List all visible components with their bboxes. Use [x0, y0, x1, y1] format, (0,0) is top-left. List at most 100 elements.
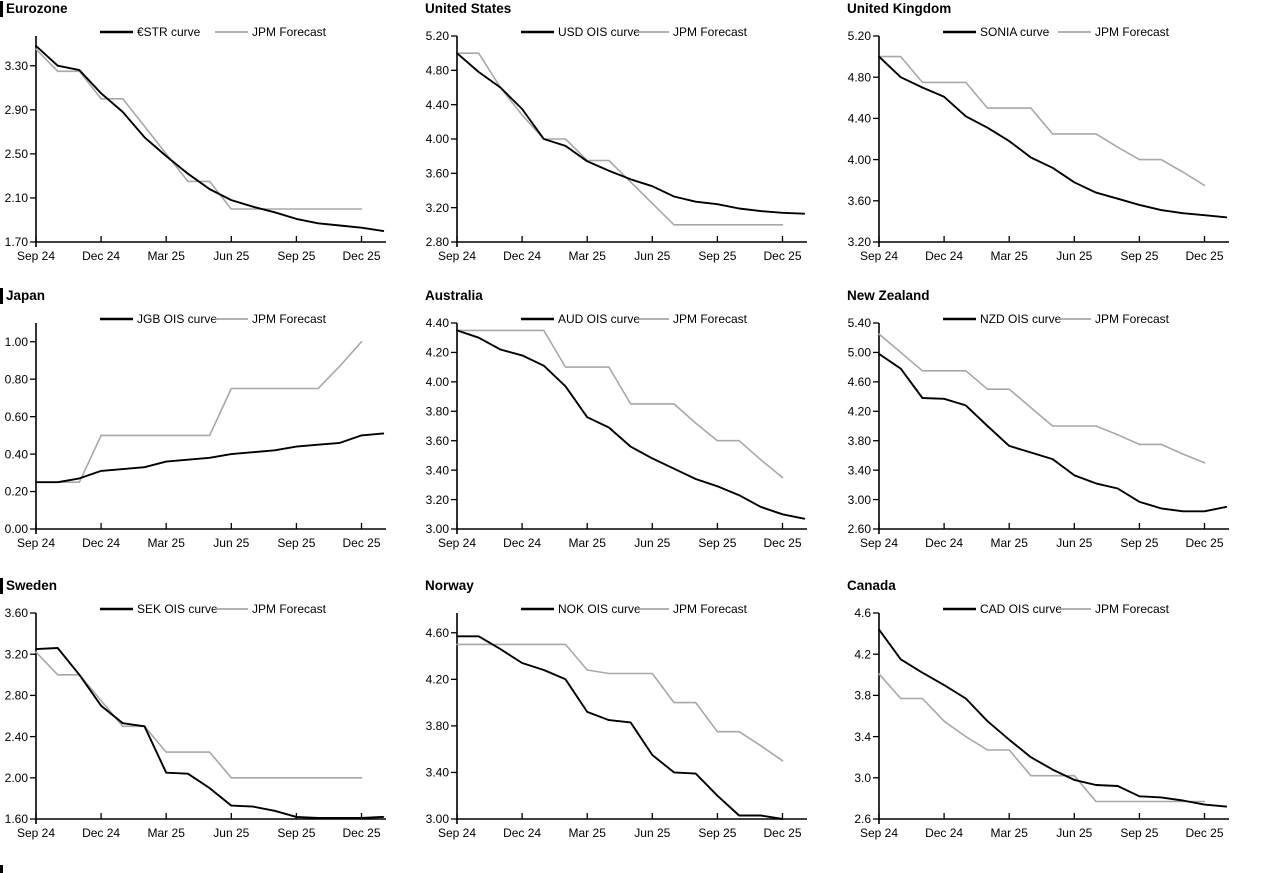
- x-tick-label: Jun 25: [1056, 826, 1092, 840]
- y-tick-label: 4.00: [426, 375, 450, 389]
- x-tick-label: Jun 25: [634, 826, 670, 840]
- y-tick-label: 2.80: [5, 689, 29, 703]
- x-tick-label: Mar 25: [991, 249, 1029, 263]
- y-tick-label: 3.0: [854, 771, 871, 785]
- y-tick-label: 1.70: [5, 235, 29, 249]
- page-edge-marker: [0, 865, 3, 873]
- y-tick-label: 0.40: [5, 447, 29, 461]
- x-tick-label: Sep 24: [17, 536, 55, 550]
- chart-panel-canada: Canada 2.6 3.0 3.4 3.8 4.2 4.6 Sep 24 Dec 24 Mar…: [843, 577, 1264, 862]
- chart-title: Australia: [425, 288, 483, 303]
- y-tick-label: 2.50: [5, 147, 29, 161]
- chart-panel-australia: Australia 3.00 3.20 3.40 3.60 3.80 4.00 4.20 4.…: [421, 287, 842, 572]
- legend-market-label: NOK OIS curve: [558, 602, 641, 616]
- legend-forecast-label: JPM Forecast: [673, 602, 748, 616]
- y-tick-label: 2.60: [848, 522, 872, 536]
- y-tick-label: 3.20: [426, 201, 450, 215]
- x-tick-label: Mar 25: [148, 536, 186, 550]
- y-tick-label: 1.60: [5, 812, 29, 826]
- x-tick-label: Mar 25: [991, 826, 1029, 840]
- y-tick-label: 3.00: [426, 812, 450, 826]
- x-tick-label: Jun 25: [634, 249, 670, 263]
- x-tick-label: Sep 25: [1120, 826, 1158, 840]
- chart-title: Sweden: [6, 578, 58, 593]
- chart-title: United States: [425, 1, 512, 16]
- y-tick-label: 4.60: [848, 375, 872, 389]
- x-tick-label: Sep 24: [438, 249, 476, 263]
- chart-title: Canada: [847, 578, 896, 593]
- x-tick-label: Dec 25: [763, 826, 801, 840]
- chart-canvas: 1.70 2.10 2.50 2.90 3.30 Sep 24 Dec 24 Mar 25 Ju…: [5, 25, 386, 263]
- y-tick-label: 4.00: [848, 153, 872, 167]
- legend-forecast-label: JPM Forecast: [1095, 312, 1170, 326]
- y-tick-label: 5.40: [848, 316, 872, 330]
- chart-panel-norway: Norway 3.00 3.40 3.80 4.20 4.60 Sep 24 Dec 24 M…: [421, 577, 842, 862]
- x-tick-label: Sep 24: [438, 826, 476, 840]
- y-tick-label: 2.00: [5, 771, 29, 785]
- x-tick-label: Sep 25: [698, 826, 736, 840]
- y-tick-label: 3.80: [426, 719, 450, 733]
- chart-canvas: 3.00 3.20 3.40 3.60 3.80 4.00 4.20 4.40 Sep 24 De…: [426, 312, 807, 550]
- x-tick-label: Sep 25: [698, 536, 736, 550]
- y-tick-label: 1.00: [5, 335, 29, 349]
- x-tick-label: Jun 25: [634, 536, 670, 550]
- y-tick-label: 4.20: [426, 673, 450, 687]
- x-tick-label: Dec 24: [82, 536, 120, 550]
- y-tick-label: 3.80: [848, 434, 872, 448]
- page-edge-marker: [0, 1, 3, 17]
- x-tick-label: Mar 25: [148, 249, 186, 263]
- y-tick-label: 3.20: [5, 647, 29, 661]
- legend-forecast-label: JPM Forecast: [252, 25, 327, 39]
- forecast-line: [456, 329, 784, 479]
- y-tick-label: 4.20: [426, 346, 450, 360]
- y-tick-label: 0.20: [5, 485, 29, 499]
- y-tick-label: 0.80: [5, 372, 29, 386]
- y-tick-label: 4.40: [426, 98, 450, 112]
- y-tick-label: 0.60: [5, 410, 29, 424]
- y-tick-label: 3.20: [426, 493, 450, 507]
- x-tick-label: Sep 25: [277, 249, 315, 263]
- x-tick-label: Dec 24: [503, 249, 541, 263]
- y-tick-label: 4.40: [426, 316, 450, 330]
- y-tick-label: 4.6: [854, 606, 871, 620]
- x-tick-label: Dec 25: [763, 536, 801, 550]
- y-tick-label: 3.60: [426, 167, 450, 181]
- legend-market-label: JGB OIS curve: [137, 312, 217, 326]
- x-tick-label: Jun 25: [213, 536, 249, 550]
- market-rate-line: [35, 44, 385, 232]
- y-tick-label: 3.20: [848, 235, 872, 249]
- x-tick-label: Sep 25: [277, 826, 315, 840]
- legend-forecast-label: JPM Forecast: [1095, 602, 1170, 616]
- legend-forecast-label: JPM Forecast: [673, 312, 748, 326]
- legend-market-label: USD OIS curve: [558, 25, 640, 39]
- chart-canvas: 2.6 3.0 3.4 3.8 4.2 4.6 Sep 24 Dec 24 Mar 25 Jun …: [854, 602, 1229, 840]
- x-tick-label: Dec 24: [82, 826, 120, 840]
- y-tick-label: 3.40: [426, 766, 450, 780]
- market-rate-line: [35, 647, 385, 819]
- y-tick-label: 3.40: [848, 463, 872, 477]
- x-tick-label: Sep 25: [1120, 536, 1158, 550]
- y-tick-label: 2.90: [5, 103, 29, 117]
- x-tick-label: Dec 25: [1185, 249, 1223, 263]
- y-tick-label: 3.40: [426, 463, 450, 477]
- x-tick-label: Dec 24: [925, 536, 963, 550]
- y-tick-label: 3.4: [854, 730, 871, 744]
- x-tick-label: Sep 24: [860, 826, 898, 840]
- x-tick-label: Dec 25: [342, 826, 380, 840]
- chart-canvas: 3.00 3.40 3.80 4.20 4.60 Sep 24 Dec 24 Mar 25 Ju…: [426, 602, 807, 840]
- x-tick-label: Jun 25: [213, 826, 249, 840]
- x-tick-label: Jun 25: [1056, 249, 1092, 263]
- chart-canvas: 1.60 2.00 2.40 2.80 3.20 3.60 Sep 24 Dec 24 Mar …: [5, 602, 386, 840]
- y-tick-label: 4.60: [426, 626, 450, 640]
- forecast-line: [456, 52, 784, 226]
- x-tick-label: Mar 25: [148, 826, 186, 840]
- y-tick-label: 0.00: [5, 522, 29, 536]
- x-tick-label: Sep 25: [1120, 249, 1158, 263]
- y-tick-label: 5.20: [848, 29, 872, 43]
- x-tick-label: Mar 25: [569, 826, 607, 840]
- chart-title: New Zealand: [847, 288, 930, 303]
- chart-canvas: 3.20 3.60 4.00 4.40 4.80 5.20 Sep 24 Dec 24 Mar …: [848, 25, 1229, 263]
- chart-canvas: 0.00 0.20 0.40 0.60 0.80 1.00 Sep 24 Dec 24 Mar …: [5, 312, 386, 550]
- chart-canvas: 2.60 3.00 3.40 3.80 4.20 4.60 5.00 5.40 Sep 24 De…: [848, 312, 1229, 550]
- x-tick-label: Mar 25: [569, 249, 607, 263]
